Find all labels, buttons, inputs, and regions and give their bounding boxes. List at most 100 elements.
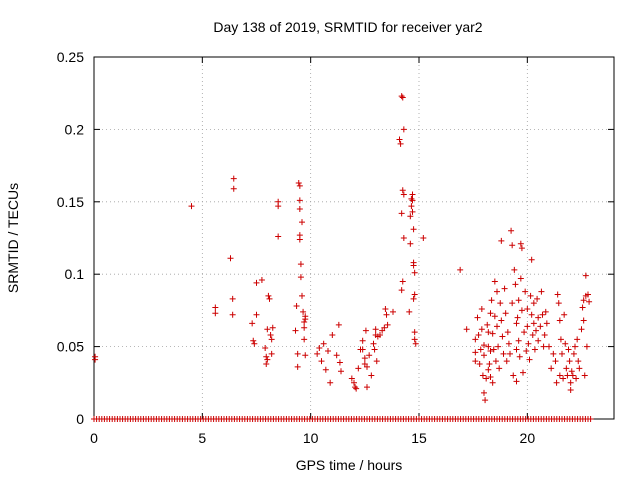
data-point [581,372,588,379]
data-point [527,292,534,299]
data-point [384,321,391,328]
chart-title: Day 138 of 2019, SRMTID for receiver yar… [213,19,482,35]
data-point [561,311,568,318]
data-point [266,295,273,302]
data-point [352,384,359,391]
data-point [513,378,520,385]
data-point [409,208,416,215]
data-point [556,372,563,379]
data-point [412,340,419,347]
data-point [390,308,396,315]
data-point [264,356,271,363]
data-point [314,350,321,357]
data-point [399,278,406,285]
data-point [275,233,282,240]
data-point [229,311,236,318]
data-point [488,297,495,304]
data-point [491,313,498,320]
data-point [510,372,517,379]
data-point [301,324,308,331]
y-tick-label: 0.1 [65,266,85,282]
data-point [359,346,366,353]
data-point [366,352,373,359]
data-point [548,365,555,372]
data-point [295,179,302,186]
data-point [524,305,531,312]
data-point [567,387,574,394]
data-point [565,346,572,353]
data-point [580,297,587,304]
data-point [253,279,260,286]
data-point [411,269,418,276]
data-point [504,329,511,336]
data-point [538,288,545,295]
data-point [517,275,524,282]
data-point [299,219,305,226]
data-point [381,324,388,331]
data-point [327,379,334,386]
data-point [576,365,583,372]
data-point [586,298,593,305]
data-point [485,366,492,373]
data-point [230,185,237,192]
data-point [505,340,512,347]
data-point [372,326,379,333]
data-point [521,329,528,336]
data-point [406,308,413,315]
y-tick-label: 0.15 [57,194,84,210]
data-point [569,372,576,379]
data-point [318,358,325,365]
data-point [507,350,513,357]
data-point [267,332,274,339]
data-point [563,365,570,372]
data-point [410,262,417,269]
data-point [478,326,485,333]
data-point [489,330,496,337]
data-point [351,379,357,386]
data-point [301,318,308,325]
data-point [411,336,418,343]
data-point [498,237,505,244]
data-point [533,327,539,334]
data-point [302,352,309,359]
data-point [484,321,491,328]
data-point [487,374,494,381]
data-point [275,203,282,210]
data-point [566,358,573,365]
data-point [400,191,407,198]
x-tick-label: 15 [411,430,427,446]
data-point [508,227,515,234]
data-point [537,323,544,330]
plot-frame [93,56,615,420]
data-point [570,350,577,357]
data-point [230,175,237,182]
data-point [515,337,522,344]
data-point [329,332,336,339]
data-point [550,350,557,357]
data-point [481,352,487,359]
data-point [491,278,498,285]
data-point [188,203,195,210]
data-point [301,336,308,343]
data-point [463,326,470,333]
data-point [398,287,405,294]
data-point [522,288,529,295]
data-points [91,93,594,422]
data-point [526,356,533,363]
data-point [398,93,405,100]
data-point [399,187,406,194]
x-tick-label: 20 [520,430,536,446]
data-point [509,242,516,249]
data-point [523,347,530,354]
data-point [560,375,567,382]
data-point [554,291,561,298]
data-point [497,300,504,307]
data-point [408,203,415,210]
data-point [529,332,536,339]
data-point [517,240,524,247]
data-point [495,343,502,350]
data-point [263,353,270,360]
data-point [411,329,418,336]
data-point [535,337,542,344]
data-point [409,191,416,198]
